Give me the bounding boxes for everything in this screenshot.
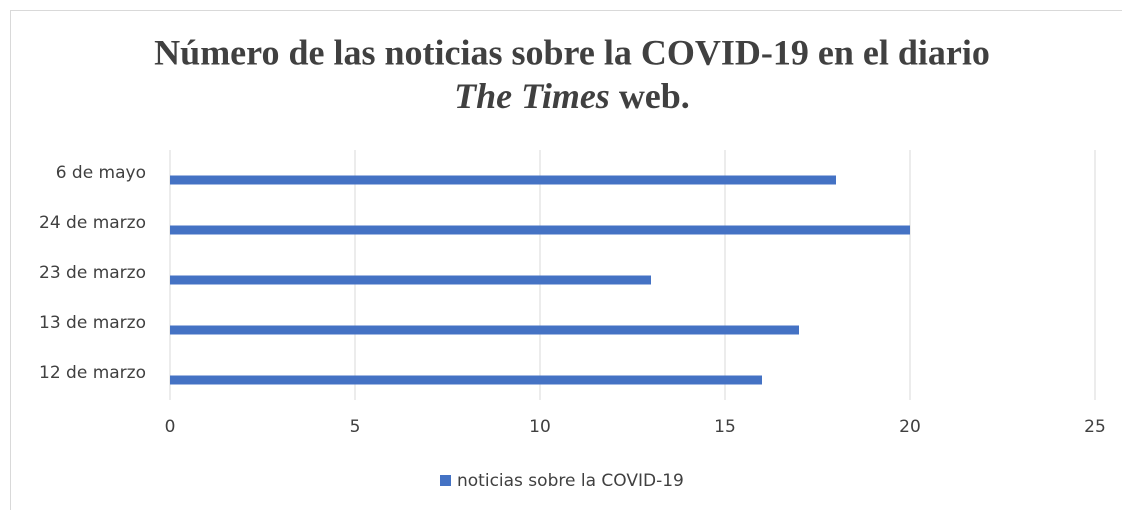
chart-title-line-1: Número de las noticias sobre la COVID-19…: [154, 32, 990, 72]
chart-title-italic: The Times: [454, 76, 610, 116]
y-tick-label: 12 de marzo: [39, 363, 146, 383]
y-tick-label: 23 de marzo: [39, 263, 146, 283]
bar: [170, 225, 910, 235]
chart-title-end: web.: [619, 76, 690, 116]
bar: [170, 375, 762, 385]
x-tick-label: 15: [714, 417, 736, 437]
legend-label: noticias sobre la COVID-19: [457, 471, 684, 491]
x-tick-label: 25: [1084, 417, 1106, 437]
bar: [170, 275, 651, 285]
chart-title-line-2: The Times web.: [454, 76, 690, 116]
y-tick-label: 13 de marzo: [39, 313, 146, 333]
y-tick-label: 6 de mayo: [56, 163, 146, 183]
x-tick-label: 20: [899, 417, 921, 437]
x-tick-label: 5: [350, 417, 361, 437]
bar: [170, 325, 799, 335]
x-tick-label: 10: [529, 417, 551, 437]
bar: [170, 175, 836, 185]
y-tick-label: 24 de marzo: [39, 213, 146, 233]
x-tick-label: 0: [165, 417, 176, 437]
chart-border: [10, 10, 1122, 510]
legend-swatch: [440, 475, 451, 486]
